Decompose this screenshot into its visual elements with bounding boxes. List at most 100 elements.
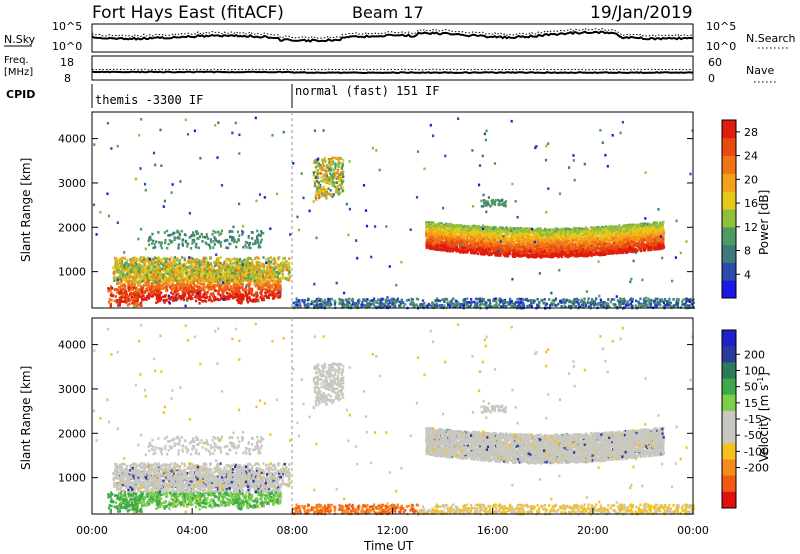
power-cell [199, 292, 202, 295]
power-cell [231, 236, 234, 239]
power-cell [263, 283, 266, 286]
power-cell [479, 300, 482, 304]
power-cell [250, 290, 253, 293]
power-cell [245, 264, 248, 267]
power-cell [183, 258, 186, 262]
power-cell [200, 295, 203, 299]
power-cell [155, 259, 158, 263]
power-cell [443, 300, 446, 303]
nave-trace [91, 68, 694, 71]
power-cell [516, 298, 519, 301]
power-cell [222, 277, 226, 281]
power-cell [122, 287, 125, 291]
power-cell [107, 300, 111, 304]
power-cell [140, 277, 143, 281]
power-cell [314, 170, 317, 174]
power-cell [257, 265, 260, 269]
power-cell [353, 304, 356, 308]
power-cell [594, 300, 597, 303]
power-cell [246, 259, 250, 263]
power-cell [168, 261, 171, 265]
power-cell [244, 261, 248, 265]
power-cell [648, 302, 651, 306]
power-cell [464, 302, 468, 305]
power-cell [631, 298, 635, 301]
power-cell [399, 304, 402, 308]
power-cell [276, 263, 279, 267]
power-cell [314, 181, 317, 185]
power-cell [131, 280, 134, 284]
power-cell [320, 179, 323, 183]
power-cell [316, 172, 319, 175]
power-cell [662, 305, 665, 308]
power-cell [203, 291, 206, 294]
power-cell [423, 301, 426, 305]
power-cell [315, 165, 318, 168]
power-cell [323, 191, 327, 194]
power-cell [145, 272, 148, 275]
power-cell [187, 284, 190, 288]
power-cell [668, 297, 671, 301]
power-cell [657, 302, 660, 305]
power-cell [324, 303, 327, 307]
power-cell [122, 292, 125, 296]
power-cell [340, 179, 343, 182]
power-cell [237, 286, 240, 290]
power-cell [172, 278, 176, 282]
power-cell [196, 261, 199, 265]
power-cell [229, 270, 232, 274]
power-cell [150, 238, 153, 241]
power-cell [142, 275, 145, 278]
power-cell [481, 299, 484, 303]
power-cell [301, 298, 304, 302]
power-cell [190, 261, 193, 265]
power-cell [212, 229, 215, 233]
power-cell [229, 288, 232, 292]
power-cell [217, 263, 220, 267]
power-cell [227, 246, 230, 250]
power-cell [563, 305, 566, 308]
power-cell [250, 292, 253, 296]
power-cell [184, 286, 187, 289]
power-cell [114, 257, 117, 260]
freq-tick-top: 18 [60, 56, 74, 69]
power-cell [341, 172, 344, 176]
power-cell [162, 299, 165, 302]
power-cell [181, 244, 184, 247]
power-cell [114, 261, 117, 265]
power-cell [332, 168, 335, 172]
power-cell [241, 261, 244, 264]
power-cell [552, 303, 556, 306]
power-cell [169, 269, 172, 273]
power-cell [323, 298, 327, 302]
power-cell [140, 269, 143, 272]
power-cell [145, 289, 148, 292]
power-cell [317, 184, 320, 187]
power-cell [216, 269, 219, 273]
power-cell [157, 270, 161, 273]
power-cell [517, 300, 520, 304]
power-cell [495, 303, 498, 306]
power-cell [151, 294, 155, 298]
power-cell [174, 294, 177, 298]
power-cell [333, 302, 337, 305]
power-cell [332, 193, 335, 197]
power-cell [288, 271, 291, 274]
power-cell [450, 299, 453, 302]
power-cell [582, 306, 585, 309]
power-cell [394, 300, 397, 304]
power-cell [244, 287, 247, 291]
power-cell [230, 267, 234, 270]
power-cell [168, 265, 171, 269]
power-cell [210, 283, 213, 286]
power-cell [281, 267, 284, 270]
power-cell [178, 232, 181, 236]
power-cell [147, 297, 151, 300]
power-cell [187, 286, 191, 290]
power-cell [155, 269, 158, 272]
power-cell [257, 268, 260, 271]
power-cell [660, 300, 663, 303]
power-cell [335, 177, 338, 180]
power-cell [151, 273, 154, 277]
power-cell [237, 271, 241, 274]
